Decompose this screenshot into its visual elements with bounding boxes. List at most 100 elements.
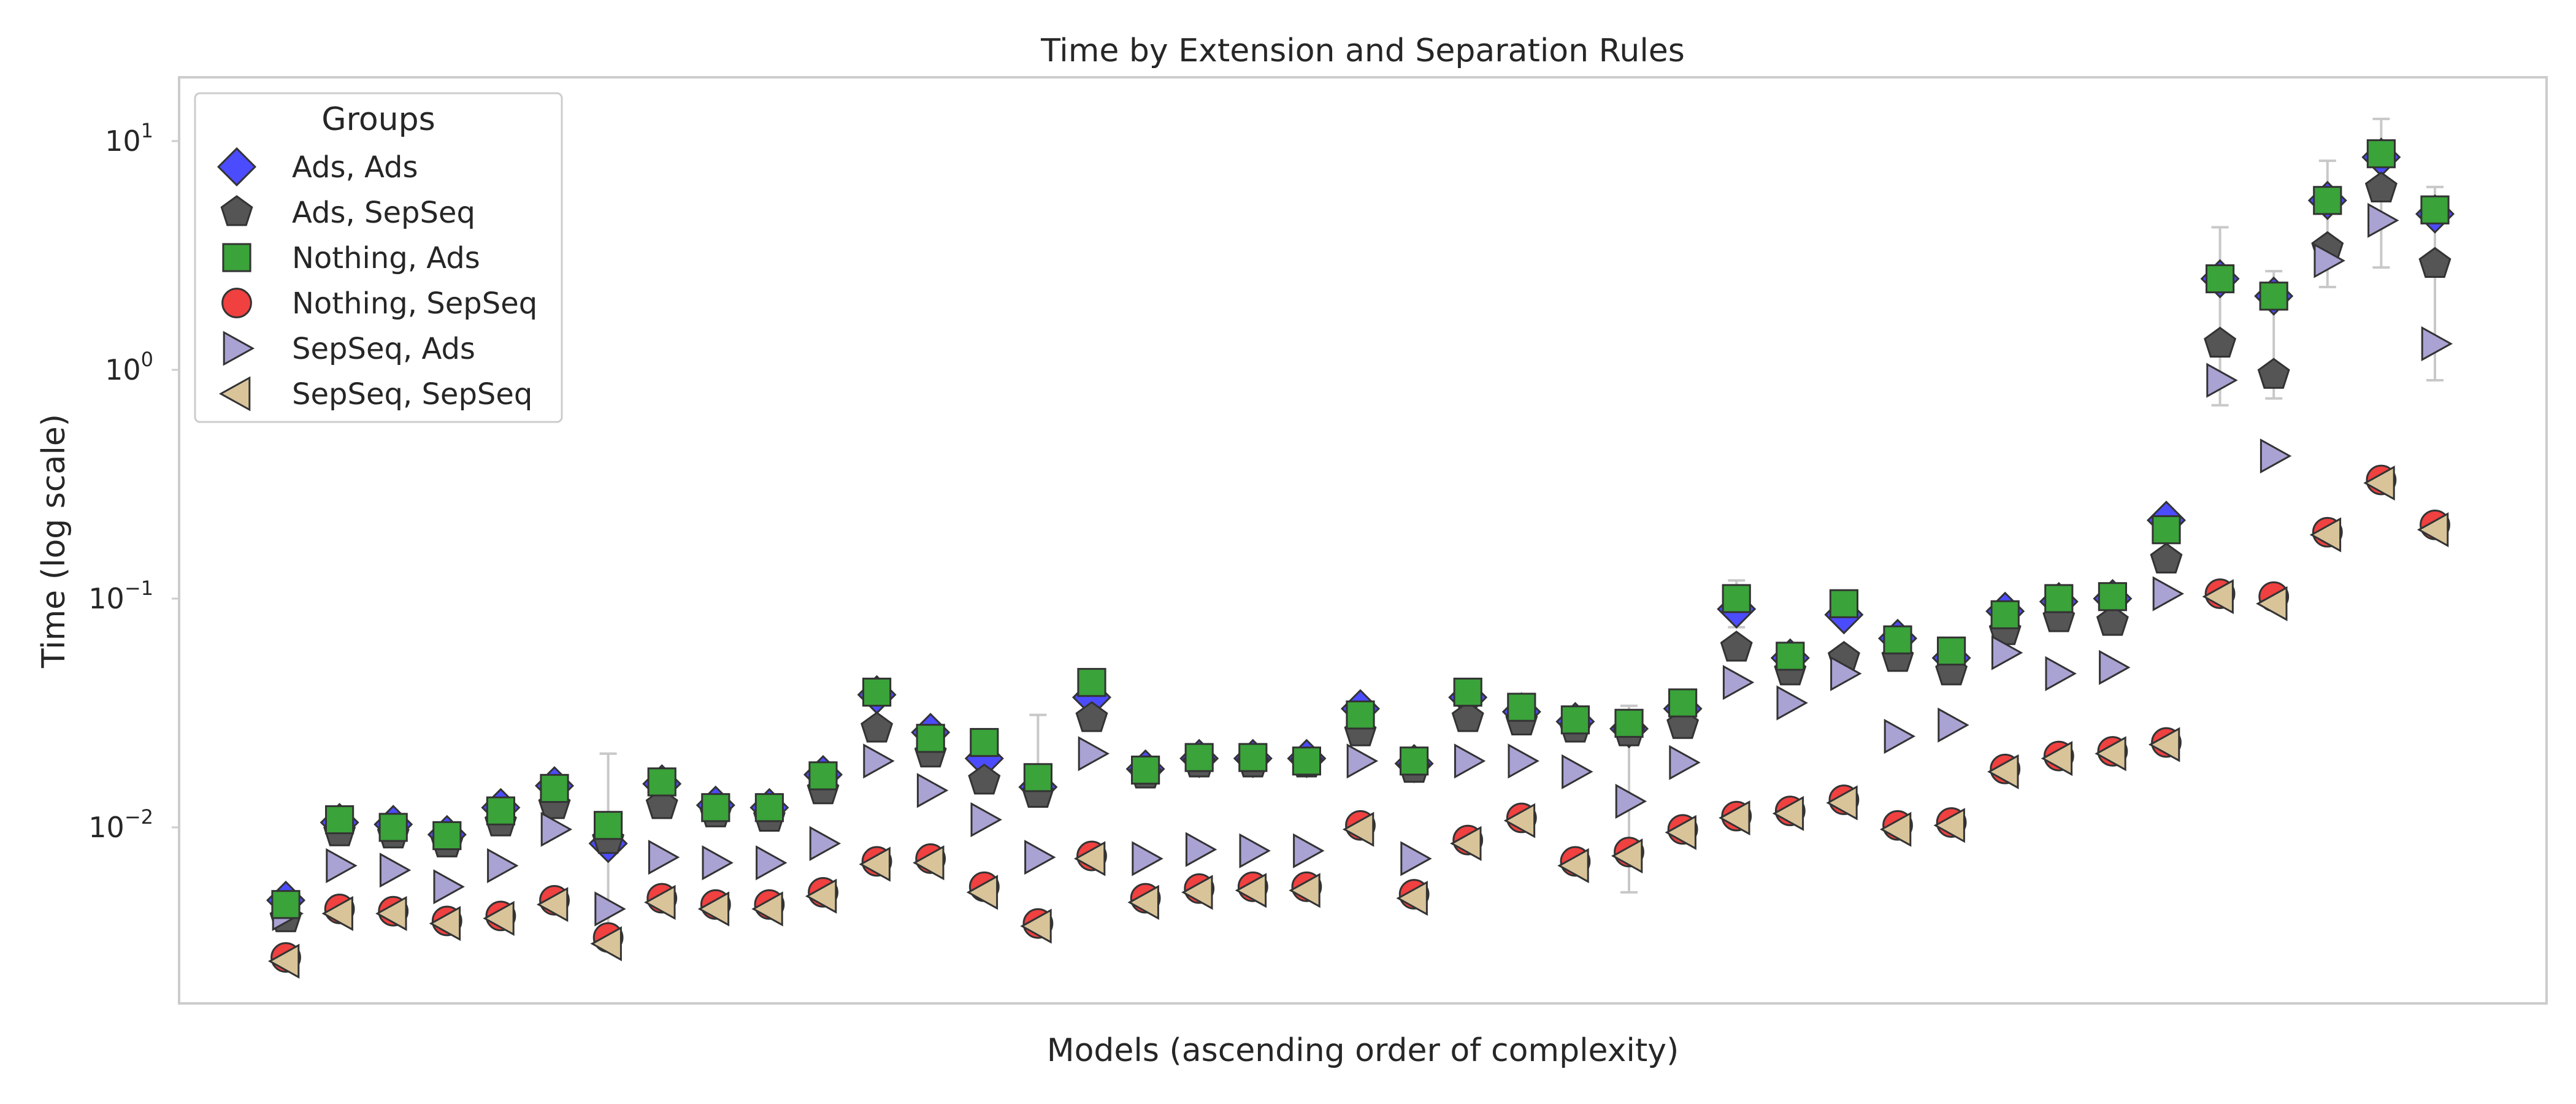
data-point (916, 773, 949, 808)
legend-marker (223, 331, 255, 366)
data-point (645, 788, 678, 819)
data-point (1396, 880, 1428, 916)
data-point (862, 677, 892, 707)
legend-marker (220, 195, 253, 226)
data-point (970, 802, 1002, 838)
data-point (1507, 692, 1536, 722)
data-point (1078, 736, 1110, 772)
data-point (1614, 708, 1644, 738)
series-4 (272, 202, 2453, 932)
data-point (432, 821, 462, 851)
data-point (2152, 576, 2185, 611)
data-point (968, 763, 1001, 795)
legend-marker (218, 376, 251, 412)
data-point (1181, 875, 1213, 910)
data-point (1830, 656, 1862, 691)
data-point (321, 895, 353, 932)
data-point (1557, 848, 1589, 883)
data-point (1289, 873, 1321, 908)
data-point (697, 891, 730, 927)
data-point (808, 761, 838, 791)
data-point (1239, 833, 1271, 868)
data-point (1937, 636, 1966, 666)
data-point (1722, 665, 1755, 700)
x-axis-label: Models (ascending order of complexity) (1047, 1032, 1679, 1069)
data-point (379, 853, 412, 888)
data-point (2098, 582, 2128, 611)
data-point (2260, 438, 2292, 474)
data-point (1400, 746, 1429, 776)
data-point (1132, 841, 1163, 876)
data-point (2417, 512, 2449, 548)
data-point (756, 845, 788, 881)
data-point (702, 845, 734, 881)
data-point (594, 811, 623, 840)
legend-box (194, 92, 563, 423)
y-tick-labels: 10−2 10−1 100 101 (88, 119, 179, 844)
data-point (1938, 707, 1969, 743)
data-point (916, 724, 945, 753)
data-point (2309, 517, 2342, 553)
data-point (1400, 841, 1432, 876)
data-point (863, 743, 895, 779)
data-point (1987, 754, 2019, 789)
data-point (1185, 832, 1217, 867)
data-point (594, 891, 626, 927)
y-axis-label: Time (log scale) (36, 414, 72, 669)
data-point (1669, 745, 1701, 780)
data-point (701, 793, 730, 822)
data-point (1776, 642, 1805, 671)
y-tick-label: 10−2 (88, 805, 153, 844)
data-point (1508, 743, 1539, 779)
data-point (805, 878, 837, 914)
data-point (1990, 600, 2020, 629)
legend-entry: Nothing, Ads (292, 241, 480, 275)
data-point (429, 906, 461, 941)
data-point (754, 793, 784, 822)
legend-marker (217, 147, 257, 187)
data-point (1184, 743, 1214, 772)
data-point (1668, 688, 1698, 718)
legend-title: Groups (321, 101, 435, 138)
data-point (2256, 586, 2288, 621)
series-2 (271, 139, 2450, 919)
series-5 (267, 465, 2449, 979)
data-point (1611, 838, 1643, 874)
data-point (1776, 685, 1808, 721)
y-tick-label: 100 (105, 348, 153, 386)
data-point (1346, 700, 1375, 730)
data-point (751, 891, 783, 927)
legend-entry: SepSeq, Ads (292, 332, 475, 366)
data-point (487, 848, 519, 883)
data-point (2418, 247, 2451, 278)
data-point (2204, 326, 2237, 358)
data-point (1562, 754, 1593, 789)
data-point (1235, 873, 1267, 908)
data-point (1884, 718, 1916, 754)
data-point (1342, 811, 1374, 847)
data-point (1883, 625, 1912, 654)
data-point (1023, 763, 1053, 792)
data-point (1131, 755, 1160, 785)
data-point (1829, 589, 1859, 618)
data-point (590, 926, 622, 962)
data-point (2313, 243, 2345, 278)
legend-entry: Ads, Ads (292, 150, 418, 185)
data-point (1991, 635, 2023, 670)
data-point (2420, 195, 2450, 224)
data-point (1020, 908, 1052, 944)
data-point (1450, 826, 1482, 861)
data-point (483, 900, 515, 936)
data-point (2095, 736, 2126, 772)
data-point (2367, 202, 2399, 238)
data-point (644, 884, 676, 920)
data-point (2364, 171, 2398, 202)
data-point (2259, 282, 2288, 311)
data-point (2366, 139, 2396, 169)
data-point (1560, 705, 1590, 735)
data-point (913, 845, 945, 881)
data-point (970, 727, 999, 757)
data-point (2148, 727, 2180, 762)
data-point (2045, 656, 2077, 691)
